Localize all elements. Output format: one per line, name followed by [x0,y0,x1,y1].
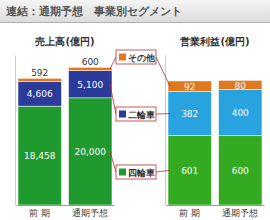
bar-segment [219,90,262,136]
bar-segment [168,92,211,136]
data-label: 92 [184,82,195,92]
data-label: 600 [232,166,249,176]
bar-segment [168,81,211,92]
data-label: 592 [31,68,48,78]
x-axis: 前 期 通期予想 [17,205,115,218]
bars [168,80,262,205]
data-label: 18,458 [24,151,56,161]
data-label: 382 [181,109,198,119]
legend-box [116,50,156,64]
legend-label: 二輪車 [128,110,155,120]
data-label: 600 [82,57,99,67]
bar-segment [69,98,112,205]
data-label: 4,606 [27,89,53,99]
chart-title: 売上高(億円) [35,36,94,47]
legend-connector [110,84,116,114]
baseline [17,205,115,206]
chart: 営業利益(億円) 601 600 382 400 92 80 前 期 通期予想 [166,36,265,218]
legend-swatch [119,111,126,118]
data-label: 5,100 [77,80,103,90]
x-tick: 通期予想 [72,205,108,218]
bar-segment [18,78,61,81]
legend-swatch [119,169,126,176]
legend-label: 四輪車 [128,168,155,178]
legend-box [116,165,156,179]
data-label: 20,000 [75,147,107,157]
banner-bg [0,0,270,22]
chart-root: 連結：通期予想 事業別セグメント売上高(億円) 18,458 20,000 4,606… [0,0,270,220]
legend-connector [110,57,116,69]
legend-connector [156,57,170,86]
bar-segment [18,81,61,106]
legend-swatch [119,54,126,61]
y-axis-line [15,56,16,206]
data-labels: 601 600 382 400 92 80 [181,81,249,176]
chart-title: 営業利益(億円) [180,36,249,47]
bar-segment [219,80,262,89]
legend-connector [110,151,116,172]
x-tick: 通期予想 [222,205,258,218]
chart: 売上高(億円) 18,458 20,000 4,606 5,100 592 600 前 期 通期… [16,36,115,218]
legend-connector [156,170,170,172]
legend-label: その他 [128,53,156,63]
x-axis: 前 期 通期予想 [167,205,265,218]
bars [18,67,112,205]
data-label: 601 [181,166,198,176]
bar-segment [69,67,112,70]
x-tick: 前 期 [179,205,200,218]
x-tick-label: 通期予想 [72,208,108,218]
legend-box [116,107,156,121]
x-tick-label: 通期予想 [222,208,258,218]
bar-segment [219,136,262,205]
x-tick: 前 期 [29,205,50,218]
y-axis [15,56,16,206]
banner-title: 連結：通期予想 事業別セグメント [5,5,182,18]
bar-segment [69,71,112,98]
x-tick-label: 前 期 [29,208,50,218]
data-label: 80 [235,81,247,91]
data-label: 400 [232,108,249,118]
legend-connector [156,113,170,114]
bar-segment [18,106,61,205]
data-labels: 18,458 20,000 4,606 5,100 592 600 [24,57,106,161]
x-tick-label: 前 期 [179,208,200,218]
banner-rule [0,22,270,23]
baseline [167,205,265,206]
legend: 四輪車二輪車その他 [110,50,170,179]
bar-segment [168,136,211,205]
